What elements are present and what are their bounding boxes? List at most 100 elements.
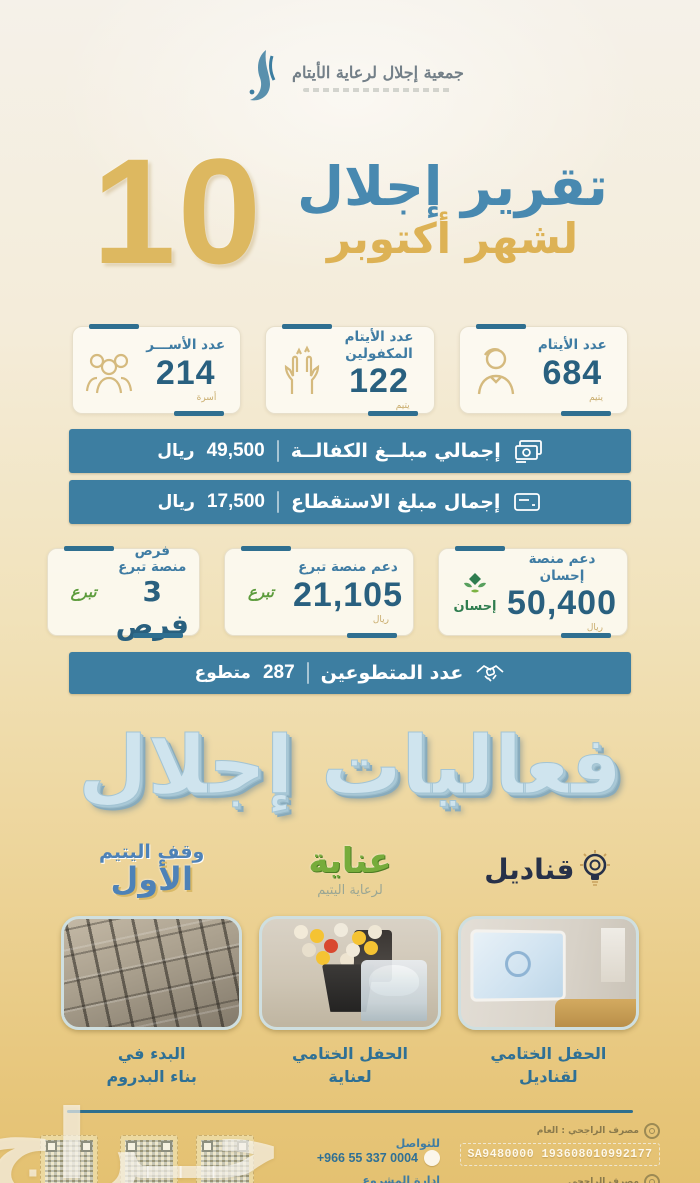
photo-screen-logo (504, 950, 531, 978)
contact1-phone[interactable]: +966 55 337 0004 (316, 1151, 418, 1165)
stat-unit: ريال (372, 614, 389, 625)
month-number: 10 (92, 127, 264, 295)
banner-divider (276, 440, 279, 462)
phone-icon (424, 1150, 440, 1166)
qr-code[interactable] (40, 1135, 98, 1183)
stat-unit: يتيم (589, 392, 603, 403)
caption-line: البدء في (117, 1044, 186, 1063)
org-name: جمعية إجلال لرعاية الأيتام (292, 62, 464, 82)
stats-row-2: دعم منصة إحسان 50,400 ريال إحسان دعم منص… (46, 543, 628, 641)
stat-label: عدد الأســـر (146, 337, 226, 354)
stats-row-1: عدد الأيتام 684 يتيم عدد الأيتام المكفول… (72, 324, 628, 416)
banner-unit: متطوع (194, 663, 251, 683)
org-tagline-line (303, 87, 453, 92)
qr-code[interactable] (119, 1135, 178, 1183)
stat-unit: أسرة (196, 392, 217, 403)
title-line2: لشهر أكتوبر (326, 214, 579, 264)
caption-waqf: البدء في بناء البدروم (61, 1042, 242, 1096)
contact2-label: إدارة المشروع (362, 1174, 440, 1183)
family-group-icon (83, 345, 135, 395)
stat-value: 214 (155, 353, 216, 392)
event-logo-qanadeel: قناديل (458, 826, 639, 912)
banner-label: إجمالي مبلــغ الكفالــة (290, 440, 501, 462)
waqf-logo-line1: وقف اليتيم (99, 841, 205, 864)
ehsan-logo-word: إحسان (453, 598, 497, 614)
qr-item-twitter: تويتر الجمعية (40, 1135, 98, 1183)
caption-qanadeel: الحفل الختامي لقناديل (458, 1042, 639, 1096)
banner-value: 287 (262, 662, 295, 683)
stat-unit: يتيم (395, 400, 410, 411)
banner-unit: ريال (157, 441, 195, 461)
qr-item-website: الموقع الإلكتروني (116, 1135, 178, 1183)
banner-divider (306, 662, 309, 684)
qr-code[interactable] (195, 1135, 254, 1183)
bank2-label: مصرف الراجحي (568, 1177, 639, 1183)
caption-line: الحفل الختامي (490, 1044, 607, 1063)
volunteers-banner: عدد المتطوعين 287 متطوع (69, 652, 631, 694)
banner-unit: ريال (157, 492, 195, 512)
bank1-iban: SA9480000 193608010992177 (460, 1143, 660, 1166)
event-logo-waqf: وقف اليتيم الأول (61, 826, 242, 912)
stat-card-ehsan: دعم منصة إحسان 50,400 ريال إحسان (438, 546, 628, 638)
event-captions-row: الحفل الختامي لقناديل الحفل الختامي لعنا… (61, 1042, 639, 1096)
contact-info: للتواصل +966 55 337 0004 إدارة المشروع +… (290, 1123, 440, 1183)
event-photo-basement-construction (61, 916, 243, 1030)
bank1-label: مصرف الراجحي : العام (536, 1126, 639, 1136)
caption-line: بناء البدروم (106, 1067, 197, 1087)
event-logo-enaya: عناية لرعاية اليتيم (259, 826, 440, 912)
contact1-label: للتواصل (395, 1137, 440, 1150)
coin-icon (644, 1174, 660, 1183)
stat-card-tabarru-opportunities: فرص منصة تبرع 3 فرص تبرع (46, 543, 200, 641)
banner-label: إجمال مبلغ الاستقطاع (291, 491, 501, 513)
stat-card-orphans: عدد الأيتام 684 يتيم (458, 324, 628, 416)
stat-label: عدد الأيتام المكفولين (344, 329, 414, 362)
waqf-logo-line2: الأول (110, 860, 193, 899)
tabarru-logo-word: تبرع (248, 583, 274, 601)
stat-unit: ريال (586, 622, 603, 633)
photo-rebar-grid (64, 919, 240, 1027)
title-line1: تقرير إجلال (297, 154, 608, 218)
stat-value: 21,105 (293, 575, 403, 614)
tabarru-logo: تبرع (58, 583, 110, 601)
tabarru-logo: تبرع (235, 583, 287, 601)
event-logos-row: قناديل عناية لرعاية اليتيم وقف اليتيم ال… (61, 826, 639, 912)
bank-accounts: مصرف الراجحي : العام SA9480000 193608010… (460, 1123, 660, 1183)
caption-line: لقناديل (519, 1067, 578, 1087)
banner-value: 17,500 (206, 491, 265, 512)
kafala-total-banner: إجمالي مبلــغ الكفالــة 49,500 ريال (69, 429, 631, 473)
caption-line: لعناية (328, 1067, 372, 1087)
stat-label: عدد الأيتام (537, 337, 607, 354)
stat-card-families: عدد الأســـر 214 أسرة (72, 324, 242, 416)
footer-divider (67, 1110, 633, 1113)
stat-label: دعم منصة تبرع (298, 559, 398, 576)
stat-value: 50,400 (507, 583, 617, 622)
stat-card-tabarru-support: دعم منصة تبرع 21,105 ريال تبرع (224, 546, 414, 638)
caption-enaya: الحفل الختامي لعناية (259, 1042, 440, 1096)
lightbulb-icon (580, 850, 611, 886)
coin-icon (644, 1123, 660, 1139)
orphan-person-icon (470, 344, 522, 396)
deduction-total-banner: إجمال مبلغ الاستقطاع 17,500 ريال (69, 480, 631, 524)
handshake-icon (475, 660, 505, 686)
tabarru-logo-word: تبرع (70, 583, 97, 601)
org-calligraphy-icon (236, 46, 282, 108)
stat-label: فرص منصة تبرع (118, 542, 187, 575)
events-section-title: فعاليات إجلال (0, 704, 700, 826)
event-photo-qanadeel-ceremony (457, 916, 639, 1030)
banner-divider (277, 491, 279, 513)
giving-hands-icon (276, 344, 328, 396)
bank1-label-row: مصرف الراجحي : العام (460, 1123, 660, 1139)
enaya-logo-sub: لرعاية اليتيم (317, 882, 383, 898)
event-photo-enaya-ceremony (259, 916, 441, 1030)
event-photos-row (61, 916, 639, 1032)
stat-value: 684 (542, 353, 603, 392)
banner-value: 49,500 (206, 440, 265, 461)
photo-projection-screen (470, 929, 567, 1002)
stat-card-sponsored-orphans: عدد الأيتام المكفولين 122 يتيم (265, 324, 435, 416)
caption-line: الحفل الختامي (291, 1044, 409, 1063)
banknote-icon (513, 438, 543, 464)
stat-value: 122 (349, 361, 409, 400)
photo-rebar-highlight (64, 919, 240, 1027)
